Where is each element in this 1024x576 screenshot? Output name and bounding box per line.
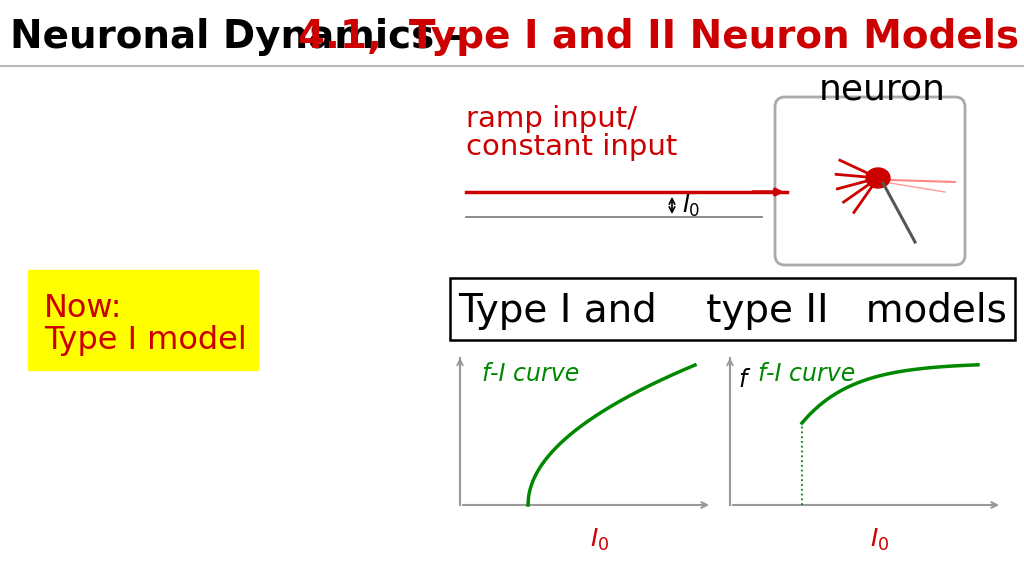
Text: neuron: neuron [818,73,945,107]
FancyBboxPatch shape [775,97,965,265]
Text: f-I curve: f-I curve [482,362,580,386]
Text: f-I curve: f-I curve [758,362,855,386]
Text: $I_0$: $I_0$ [870,527,890,553]
Ellipse shape [866,168,890,188]
Text: Neuronal Dynamics –: Neuronal Dynamics – [10,18,480,56]
Text: Type I and    type II   models: Type I and type II models [459,292,1008,330]
Text: $I_0$: $I_0$ [682,193,700,219]
Bar [28,270,258,370]
Text: 4.1,  Type I and II Neuron Models: 4.1, Type I and II Neuron Models [298,18,1019,56]
Bar [450,278,1015,340]
Text: Now:: Now: [44,293,123,324]
Text: ramp input/: ramp input/ [466,105,637,133]
Text: constant input: constant input [466,133,677,161]
Bar [0,0,1024,66]
Text: Type I model: Type I model [44,325,247,356]
Text: $I_0$: $I_0$ [591,527,609,553]
Text: f: f [738,368,746,392]
